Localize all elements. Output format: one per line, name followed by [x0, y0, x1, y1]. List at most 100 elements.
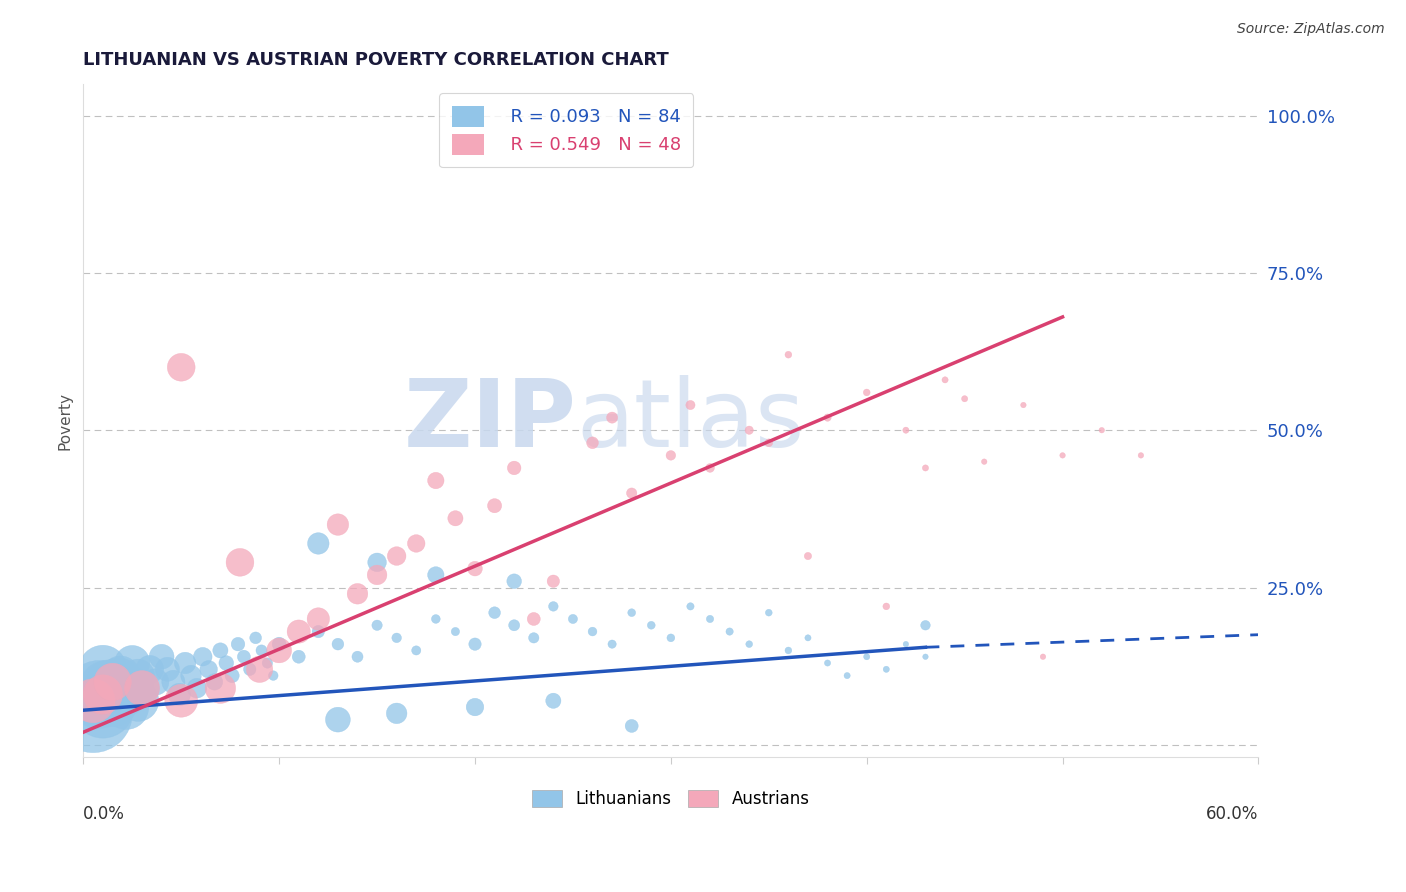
Point: [758, 606, 780, 620]
Point: [659, 631, 682, 645]
Point: [699, 612, 721, 626]
Point: [914, 618, 936, 632]
Point: [87, 688, 110, 702]
Point: [107, 674, 129, 689]
Point: [620, 486, 643, 500]
Point: [385, 631, 408, 645]
Point: [543, 599, 565, 614]
Point: [156, 662, 179, 676]
Point: [127, 668, 149, 682]
Point: [170, 360, 193, 375]
Point: [543, 574, 565, 589]
Point: [894, 423, 917, 437]
Point: [679, 398, 702, 412]
Point: [162, 674, 184, 689]
Point: [464, 700, 486, 714]
Point: [239, 662, 262, 676]
Point: [197, 662, 219, 676]
Text: LITHUANIAN VS AUSTRIAN POVERTY CORRELATION CHART: LITHUANIAN VS AUSTRIAN POVERTY CORRELATI…: [83, 51, 669, 69]
Point: [425, 474, 447, 488]
Point: [174, 656, 197, 670]
Point: [425, 612, 447, 626]
Point: [307, 612, 329, 626]
Point: [209, 681, 232, 696]
Point: [132, 681, 155, 696]
Point: [953, 392, 976, 406]
Point: [444, 624, 467, 639]
Point: [186, 681, 208, 696]
Point: [484, 606, 506, 620]
Point: [464, 561, 486, 575]
Point: [287, 649, 309, 664]
Text: 0.0%: 0.0%: [83, 805, 125, 822]
Point: [326, 637, 349, 651]
Point: [250, 643, 273, 657]
Point: [914, 461, 936, 475]
Point: [115, 681, 138, 696]
Point: [778, 348, 800, 362]
Text: Source: ZipAtlas.com: Source: ZipAtlas.com: [1237, 22, 1385, 37]
Point: [738, 423, 761, 437]
Legend: Lithuanians, Austrians: Lithuanians, Austrians: [524, 781, 818, 816]
Point: [215, 656, 238, 670]
Point: [1091, 423, 1114, 437]
Point: [855, 649, 877, 664]
Point: [581, 624, 603, 639]
Point: [269, 637, 291, 651]
Point: [256, 656, 278, 670]
Point: [249, 662, 271, 676]
Point: [1032, 649, 1054, 664]
Point: [738, 637, 761, 651]
Point: [523, 631, 546, 645]
Point: [523, 612, 546, 626]
Point: [464, 637, 486, 651]
Point: [718, 624, 741, 639]
Point: [503, 574, 526, 589]
Point: [444, 511, 467, 525]
Point: [226, 637, 249, 651]
Point: [139, 662, 162, 676]
Point: [269, 643, 291, 657]
Point: [817, 410, 839, 425]
Point: [287, 624, 309, 639]
Point: [326, 517, 349, 532]
Point: [797, 631, 820, 645]
Point: [346, 587, 368, 601]
Point: [484, 499, 506, 513]
Point: [150, 649, 173, 664]
Point: [758, 435, 780, 450]
Point: [121, 656, 143, 670]
Text: 60.0%: 60.0%: [1206, 805, 1258, 822]
Point: [91, 688, 114, 702]
Point: [307, 536, 329, 550]
Point: [385, 549, 408, 563]
Point: [82, 706, 104, 721]
Point: [366, 618, 388, 632]
Point: [111, 688, 134, 702]
Point: [131, 681, 153, 696]
Point: [232, 649, 254, 664]
Point: [180, 668, 202, 682]
Point: [561, 612, 583, 626]
Point: [1012, 398, 1035, 412]
Point: [101, 674, 124, 689]
Point: [503, 461, 526, 475]
Point: [778, 643, 800, 657]
Point: [405, 536, 427, 550]
Point: [934, 373, 956, 387]
Point: [262, 668, 284, 682]
Point: [82, 694, 104, 708]
Point: [699, 461, 721, 475]
Point: [221, 668, 243, 682]
Point: [191, 649, 214, 664]
Point: [385, 706, 408, 721]
Point: [973, 455, 995, 469]
Point: [245, 631, 267, 645]
Point: [914, 649, 936, 664]
Point: [366, 555, 388, 569]
Point: [620, 606, 643, 620]
Point: [600, 637, 623, 651]
Point: [425, 568, 447, 582]
Point: [640, 618, 662, 632]
Point: [875, 662, 897, 676]
